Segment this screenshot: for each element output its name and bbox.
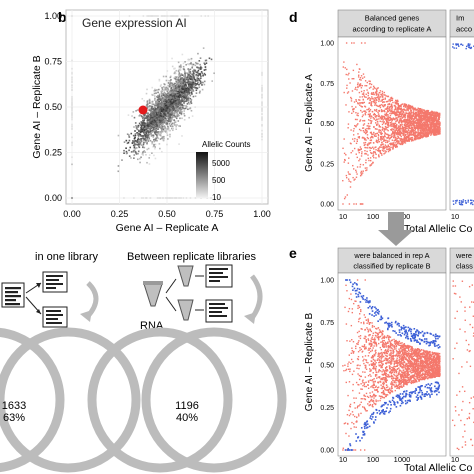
y-tick-label: 0.75: [320, 320, 334, 327]
panel-d-letter: d: [289, 9, 298, 25]
panel-c-right-title: Between replicate libraries: [127, 251, 257, 263]
panel-e-xlabel: Total Allelic Co: [404, 462, 472, 474]
panel-b-xlabel: Gene AI – Replicate A: [116, 222, 219, 234]
panel-e-facet-b: were class: [449, 247, 474, 457]
panel-d-strip-b-line2: acco: [456, 25, 472, 34]
legend-label-5000: 5000: [212, 159, 230, 168]
y-tick-label: 0.50: [44, 102, 62, 112]
panel-e-strip-b-line1: were: [455, 251, 472, 260]
panel-d-facet-a: Balanced genes according to replicate A: [337, 9, 447, 211]
panel-e-strip-b-line2: class: [456, 262, 473, 271]
y-tick-label: 0.25: [44, 148, 62, 158]
legend-colorbar: [196, 152, 208, 198]
y-tick-label: 0.00: [320, 202, 334, 209]
venn-left-count: 1633: [2, 400, 26, 412]
panel-d-facet-b: Im acco: [449, 9, 474, 211]
y-tick-label: 0.00: [44, 193, 62, 203]
panel-b-plot: Gene expression AI Allelic Counts 5000 5…: [65, 9, 269, 205]
legend-label-500: 500: [212, 176, 226, 185]
panel-d-ylabel: Gene AI – Replicate A: [304, 74, 315, 172]
panel-b-scatter: [71, 15, 263, 199]
venn-ring-right-a: [87, 327, 233, 473]
venn-left-pct: 63%: [3, 412, 25, 424]
y-tick-label: 0.50: [320, 363, 334, 370]
y-tick-label: 1.00: [320, 278, 334, 285]
panel-e-strip-a-line1: were balanced in rep A: [353, 251, 429, 260]
venn-ring-right-b: [141, 327, 287, 473]
venn-right-pct: 40%: [176, 412, 198, 424]
panel-b-y-ticks: 0.00 0.25 0.50 0.75 1.00: [44, 11, 62, 203]
tube-icon-small-1: [177, 265, 194, 287]
down-arrow-icon: [378, 212, 414, 246]
x-tick-label: 0.75: [206, 209, 224, 219]
y-tick-label: 0.75: [44, 57, 62, 67]
y-tick-label: 0.00: [320, 448, 334, 455]
x-tick-label: 10: [451, 455, 459, 464]
highlight-point: [138, 105, 148, 115]
x-tick-label: 10: [451, 212, 459, 221]
panel-c-left-title: in one library: [35, 251, 98, 263]
library-schematic-left: [1, 271, 99, 328]
panel-d-strip-a-line2: according to replicate A: [353, 25, 433, 34]
panel-d-plot-b: [449, 36, 474, 211]
x-tick-label: 1000: [394, 455, 411, 464]
panel-d-strip-b: [449, 9, 474, 38]
x-tick-label: 10: [339, 212, 347, 221]
y-tick-label: 0.75: [320, 81, 334, 88]
x-tick-label: 100: [367, 212, 380, 221]
panel-b-letter: b: [58, 9, 67, 25]
x-tick-label: 0.25: [111, 209, 129, 219]
panel-d-scatter-a: [342, 42, 441, 205]
panel-e-strip-a: [337, 247, 447, 274]
panel-e-strip-b: [449, 247, 474, 274]
panel-e-x-ticks: 10 100 1000 10: [339, 455, 459, 464]
x-tick-label: 100: [367, 455, 380, 464]
panel-d-y-ticks: 0.00 0.25 0.50 0.75 1.00: [320, 41, 334, 209]
panel-d-strip-a-line1: Balanced genes: [365, 14, 420, 23]
venn-right: 1196 40%: [87, 327, 287, 473]
venn-ring-left-a: [0, 327, 65, 473]
y-tick-label: 0.25: [320, 161, 334, 168]
panel-e-letter: e: [289, 245, 297, 261]
y-tick-label: 1.00: [44, 11, 62, 21]
panel-e-scatter-a: [342, 279, 441, 451]
x-tick-label: 0.50: [158, 209, 176, 219]
panel-e-ylabel: Gene AI – Replicate B: [304, 312, 315, 411]
panel-d-xlabel: Total Allelic Co: [404, 223, 472, 235]
library-schematic-right: RNA: [140, 264, 263, 332]
panel-b-x-ticks: 0.00 0.25 0.50 0.75 1.00: [63, 209, 271, 219]
venn-right-count: 1196: [175, 400, 199, 412]
panel-e-plot-b: [449, 272, 474, 457]
tube-icon-small-2: [177, 299, 194, 321]
panel-d-scatter-b: [452, 43, 474, 206]
x-tick-label: 10: [339, 455, 347, 464]
panel-d-strip-a: [337, 9, 447, 38]
panel-e-strip-a-line2: classified by replicate B: [353, 262, 430, 271]
y-tick-label: 0.50: [320, 121, 334, 128]
y-tick-label: 0.25: [320, 405, 334, 412]
legend-label-10: 10: [212, 193, 221, 202]
x-tick-label: 1.00: [253, 209, 271, 219]
curved-arrow-right: [249, 274, 263, 320]
venn-ring-left-b: [0, 327, 141, 473]
x-tick-label: 0.00: [63, 209, 81, 219]
panel-e-facet-a: were balanced in rep A classified by rep…: [337, 247, 447, 457]
panel-e-y-ticks: 0.00 0.25 0.50 0.75 1.00: [320, 278, 334, 455]
panel-b-title: Gene expression AI: [82, 16, 187, 30]
panel-d-strip-b-line1: Im: [456, 14, 464, 23]
panel-b-ylabel: Gene AI – Replicate B: [31, 55, 43, 158]
y-tick-label: 1.00: [320, 41, 334, 48]
venn-left: 1633 63%: [0, 327, 141, 473]
legend-title: Allelic Counts: [202, 140, 250, 149]
tube-icon: [143, 283, 163, 307]
